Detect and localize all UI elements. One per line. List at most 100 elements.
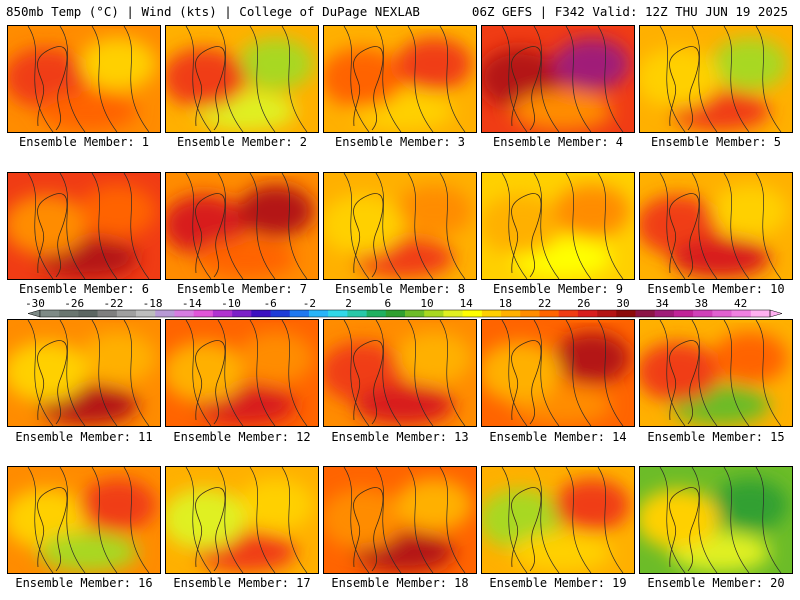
temperature-anomaly-region xyxy=(712,479,788,531)
colorbar-tick-label: 14 xyxy=(460,298,474,310)
terrain-outline xyxy=(511,340,542,425)
ensemble-member-10-map xyxy=(639,172,793,280)
colorbar-swatch xyxy=(520,310,540,317)
colorbar-swatch xyxy=(405,310,425,317)
temperature-anomaly-region xyxy=(80,479,156,531)
height-contour xyxy=(217,173,244,279)
temperature-anomaly-region xyxy=(512,91,612,131)
height-contour xyxy=(281,173,308,279)
height-contour xyxy=(123,467,150,573)
temperature-anomaly-region xyxy=(238,38,314,90)
height-contour xyxy=(59,320,86,426)
height-contour xyxy=(217,467,244,573)
ensemble-member-label: Ensemble Member: 13 xyxy=(331,430,469,444)
height-contour xyxy=(533,26,560,132)
height-contour xyxy=(659,173,686,279)
colorbar-swatch xyxy=(385,310,406,317)
ensemble-member-4-map xyxy=(481,25,635,133)
height-contour xyxy=(597,320,624,426)
height-contour xyxy=(91,320,118,426)
height-contour xyxy=(123,173,150,279)
colorbar-swatch xyxy=(693,310,713,317)
terrain-outline xyxy=(195,46,226,131)
colorbar-swatch xyxy=(97,310,118,317)
terrain-outline xyxy=(37,487,68,572)
colorbar-swatch xyxy=(78,310,98,317)
height-contour xyxy=(185,467,212,573)
height-contour xyxy=(59,173,86,279)
ensemble-member-label: Ensemble Member: 17 xyxy=(173,576,311,590)
temperature-anomaly-region xyxy=(80,332,156,384)
height-contour xyxy=(439,26,466,132)
height-contour xyxy=(59,26,86,132)
height-contour xyxy=(343,173,370,279)
height-contour xyxy=(501,26,528,132)
height-contour xyxy=(281,26,308,132)
height-contour xyxy=(533,173,560,279)
height-contour xyxy=(755,467,782,573)
height-contour xyxy=(343,26,370,132)
terrain-outline xyxy=(353,487,384,572)
height-contour xyxy=(407,26,434,132)
colorbar-tick-label: 2 xyxy=(345,298,352,310)
terrain-outline xyxy=(669,340,700,425)
terrain-outline xyxy=(37,340,68,425)
terrain-outline xyxy=(353,193,384,278)
ensemble-member-label: Ensemble Member: 20 xyxy=(647,576,785,590)
ensemble-member-label: Ensemble Member: 6 xyxy=(18,282,150,296)
ensemble-member-18-map xyxy=(323,466,477,574)
colorbar-swatch xyxy=(174,310,194,317)
height-contour xyxy=(249,320,276,426)
height-contour xyxy=(343,320,370,426)
ensemble-member-label: Ensemble Member: 19 xyxy=(489,576,627,590)
ensemble-member-3-map xyxy=(323,25,477,133)
colorbar-min-arrow xyxy=(27,309,41,318)
colorbar-tick-label: -18 xyxy=(143,298,163,310)
ensemble-member-7-map xyxy=(165,172,319,280)
ensemble-member-9-map xyxy=(481,172,635,280)
colorbar-swatch xyxy=(673,310,694,317)
colorbar-swatch xyxy=(136,310,156,317)
temperature-anomaly-region xyxy=(554,479,630,531)
run-valid-time: 06Z GEFS | F342 Valid: 12Z THU JUN 19 20… xyxy=(471,4,788,19)
ensemble-member-label: Ensemble Member: 3 xyxy=(334,135,466,149)
height-contour xyxy=(533,467,560,573)
ensemble-member-label: Ensemble Member: 15 xyxy=(647,430,785,444)
colorbar-tick-label: 22 xyxy=(538,298,551,310)
terrain-outline xyxy=(669,193,700,278)
height-contour xyxy=(501,467,528,573)
temperature-anomaly-region xyxy=(554,185,630,237)
height-contour xyxy=(27,467,54,573)
height-contour xyxy=(123,26,150,132)
ensemble-member-8-map xyxy=(323,172,477,280)
ensemble-member-label: Ensemble Member: 14 xyxy=(489,430,627,444)
temperature-anomaly-region xyxy=(712,185,788,237)
temperature-anomaly-region xyxy=(238,479,314,531)
ensemble-member-label: Ensemble Member: 5 xyxy=(650,135,782,149)
colorbar-tick-label: -2 xyxy=(303,298,316,310)
temperature-colorbar: -30 -26 -22 -18 -14 -10 -6 -2 2 6 10 14 18 22 26 30 34 38… xyxy=(25,298,783,318)
height-contour xyxy=(723,173,750,279)
temperature-anomaly-region xyxy=(712,332,788,384)
colorbar-swatch xyxy=(654,310,675,317)
temperature-anomaly-region xyxy=(396,185,472,237)
temperature-anomaly-region xyxy=(396,332,472,384)
colorbar-swatch xyxy=(116,310,137,317)
colorbar-swatch xyxy=(597,310,617,317)
terrain-outline xyxy=(353,340,384,425)
colorbar-swatch xyxy=(558,310,579,317)
colorbar-swatch xyxy=(289,310,310,317)
colorbar-swatch xyxy=(193,310,214,317)
terrain-outline xyxy=(37,193,68,278)
temperature-anomaly-region xyxy=(554,332,630,384)
colorbar-swatch xyxy=(347,310,367,317)
colorbar-swatch xyxy=(232,310,252,317)
temperature-anomaly-region xyxy=(554,38,630,90)
height-contour xyxy=(597,26,624,132)
height-contour xyxy=(27,26,54,132)
terrain-outline xyxy=(511,46,542,131)
height-contour xyxy=(659,467,686,573)
temperature-anomaly-region xyxy=(80,38,156,90)
temperature-anomaly-region xyxy=(238,332,314,384)
ensemble-member-label: Ensemble Member: 18 xyxy=(331,576,469,590)
